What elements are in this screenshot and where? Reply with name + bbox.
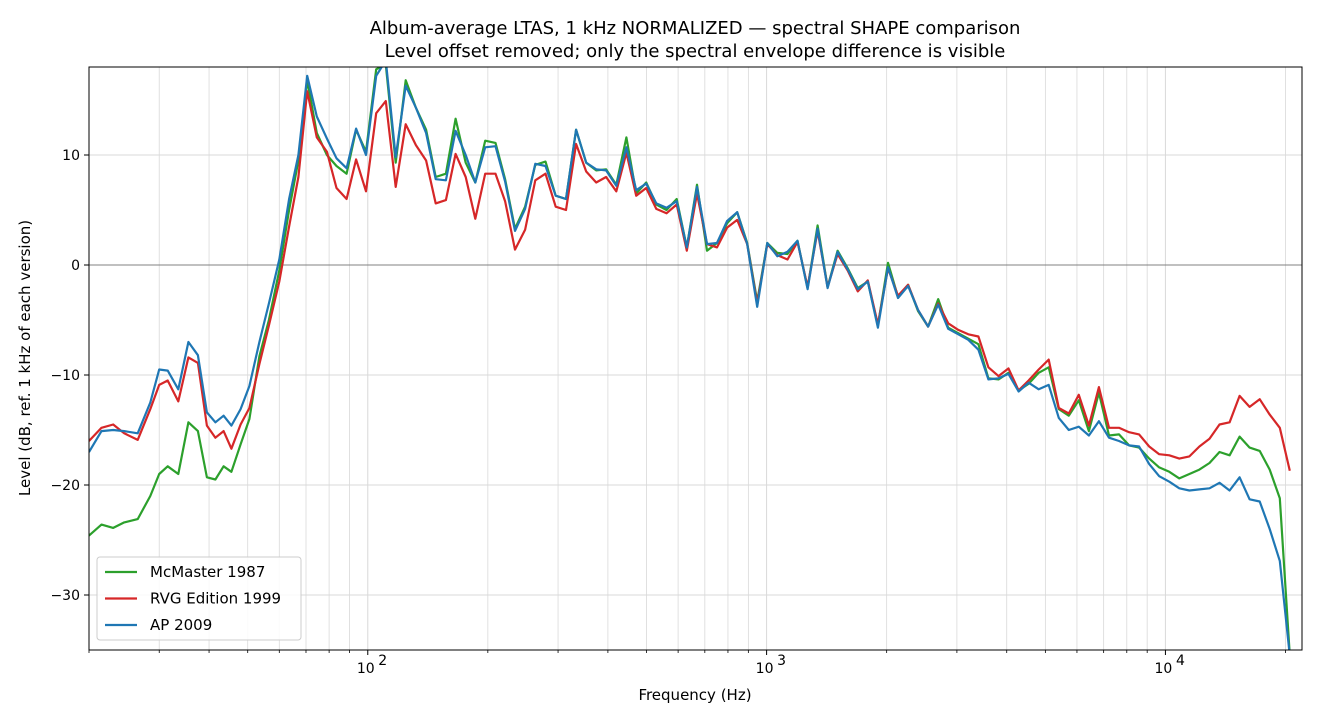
x-tick-label-exponent: 4 bbox=[1176, 653, 1185, 669]
y-tick-label: 10 bbox=[62, 148, 80, 164]
y-axis-label: Level (dB, ref. 1 kHz of each version) bbox=[16, 220, 34, 496]
x-tick-label: 10 bbox=[1155, 661, 1173, 677]
y-axis-ticks: 10 0 −10 −20 −30 bbox=[50, 148, 89, 604]
x-tick-label: 10 bbox=[357, 661, 375, 677]
plot-frame bbox=[88, 66, 1303, 651]
x-axis-ticks: 10 2 10 3 10 4 bbox=[88, 650, 1286, 677]
x-axis-label: Frequency (Hz) bbox=[638, 686, 751, 704]
x-tick-label-exponent: 3 bbox=[777, 653, 786, 669]
series-line-2 bbox=[89, 90, 1291, 471]
legend-label: McMaster 1987 bbox=[150, 563, 265, 581]
y-tick-label: −20 bbox=[50, 478, 80, 494]
grid bbox=[88, 67, 1302, 650]
legend: McMaster 1987 RVG Edition 1999 AP 2009 bbox=[96, 556, 302, 641]
x-tick-label-exponent: 2 bbox=[378, 653, 387, 669]
legend-box bbox=[96, 556, 302, 641]
series-lines bbox=[89, 67, 1291, 650]
y-tick-label: −10 bbox=[50, 368, 80, 384]
series-line-3 bbox=[89, 67, 1291, 650]
chart-subtitle: Level offset removed; only the spectral … bbox=[385, 41, 1006, 62]
legend-label: AP 2009 bbox=[150, 616, 212, 634]
x-tick-label: 10 bbox=[756, 661, 774, 677]
legend-label: RVG Edition 1999 bbox=[150, 590, 281, 608]
chart-title: Album-average LTAS, 1 kHz NORMALIZED — s… bbox=[370, 18, 1021, 39]
y-tick-label: 0 bbox=[71, 258, 80, 274]
y-tick-label: −30 bbox=[50, 588, 80, 604]
